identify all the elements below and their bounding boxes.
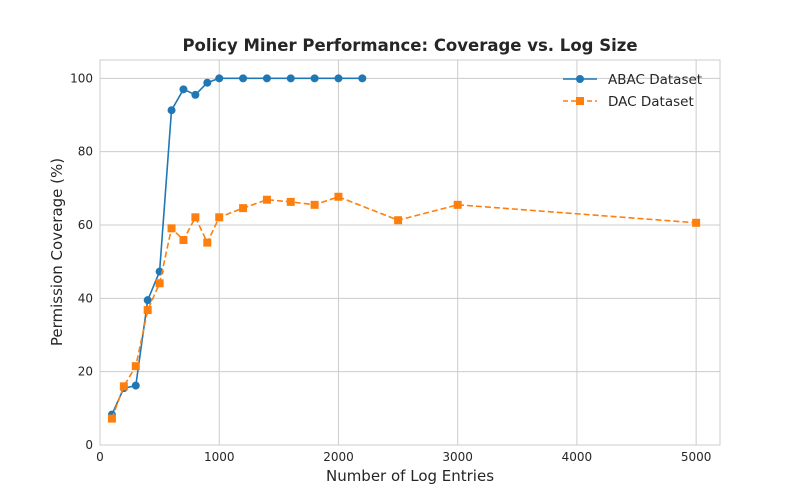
- data-point-dac: [119, 382, 128, 391]
- data-point-dac: [167, 224, 176, 233]
- data-point-abac: [310, 74, 319, 83]
- y-tick-label: 40: [78, 291, 93, 305]
- data-point-dac: [191, 213, 200, 222]
- data-point-dac: [203, 238, 212, 247]
- legend-label-abac: ABAC Dataset: [608, 72, 702, 88]
- data-point-abac: [215, 74, 224, 83]
- data-point-dac: [131, 362, 140, 371]
- data-point-dac: [334, 192, 343, 201]
- legend-marker-abac: [576, 75, 584, 83]
- x-tick-label: 0: [96, 450, 104, 464]
- data-point-abac: [203, 78, 212, 87]
- x-tick-label: 2000: [323, 450, 354, 464]
- data-point-abac: [286, 74, 295, 83]
- data-point-abac: [334, 74, 343, 83]
- data-point-dac: [692, 218, 701, 227]
- x-tick-label: 4000: [562, 450, 593, 464]
- data-point-dac: [262, 195, 271, 204]
- data-point-abac: [131, 381, 140, 390]
- series-line-abac: [111, 77, 363, 415]
- data-point-abac: [167, 106, 176, 115]
- series-dac: [107, 192, 701, 423]
- series-layer: [107, 74, 701, 423]
- y-tick-label: 60: [78, 218, 93, 232]
- data-point-abac: [239, 74, 248, 83]
- data-point-dac: [179, 236, 188, 245]
- legend-entry-abac: ABAC Dataset: [563, 72, 702, 88]
- legend: ABAC Dataset DAC Dataset: [563, 72, 702, 110]
- y-tick-label: 100: [70, 71, 93, 85]
- data-point-dac: [215, 213, 224, 222]
- data-point-dac: [286, 197, 295, 206]
- data-point-abac: [262, 74, 271, 83]
- plot-area-frame: [99, 59, 721, 446]
- legend-entry-dac: DAC Dataset: [563, 94, 694, 110]
- chart-title: Policy Miner Performance: Coverage vs. L…: [182, 36, 637, 55]
- tick-labels: 0 1000 2000 3000 4000 5000 0 20 40 60 80 100: [70, 71, 711, 464]
- data-point-abac: [358, 74, 367, 83]
- legend-marker-dac: [576, 97, 584, 105]
- data-point-dac: [453, 200, 462, 209]
- data-point-abac: [191, 90, 200, 99]
- grid: [99, 60, 720, 446]
- series-abac: [107, 74, 367, 419]
- series-line-dac: [111, 195, 697, 419]
- x-tick-label: 3000: [442, 450, 473, 464]
- y-axis-title: Permission Coverage (%): [48, 158, 66, 346]
- y-tick-label: 20: [78, 365, 93, 379]
- x-tick-label: 1000: [204, 450, 235, 464]
- data-point-dac: [107, 414, 116, 423]
- x-axis-title: Number of Log Entries: [326, 467, 494, 485]
- data-point-dac: [394, 216, 403, 225]
- data-point-dac: [310, 200, 319, 209]
- data-point-abac: [179, 85, 188, 94]
- x-tick-label: 5000: [681, 450, 712, 464]
- legend-label-dac: DAC Dataset: [608, 94, 694, 110]
- data-point-dac: [155, 279, 164, 288]
- data-point-dac: [143, 306, 152, 315]
- y-tick-label: 80: [78, 145, 93, 159]
- y-tick-label: 0: [85, 438, 93, 452]
- data-point-dac: [239, 204, 248, 213]
- data-point-abac: [143, 296, 152, 305]
